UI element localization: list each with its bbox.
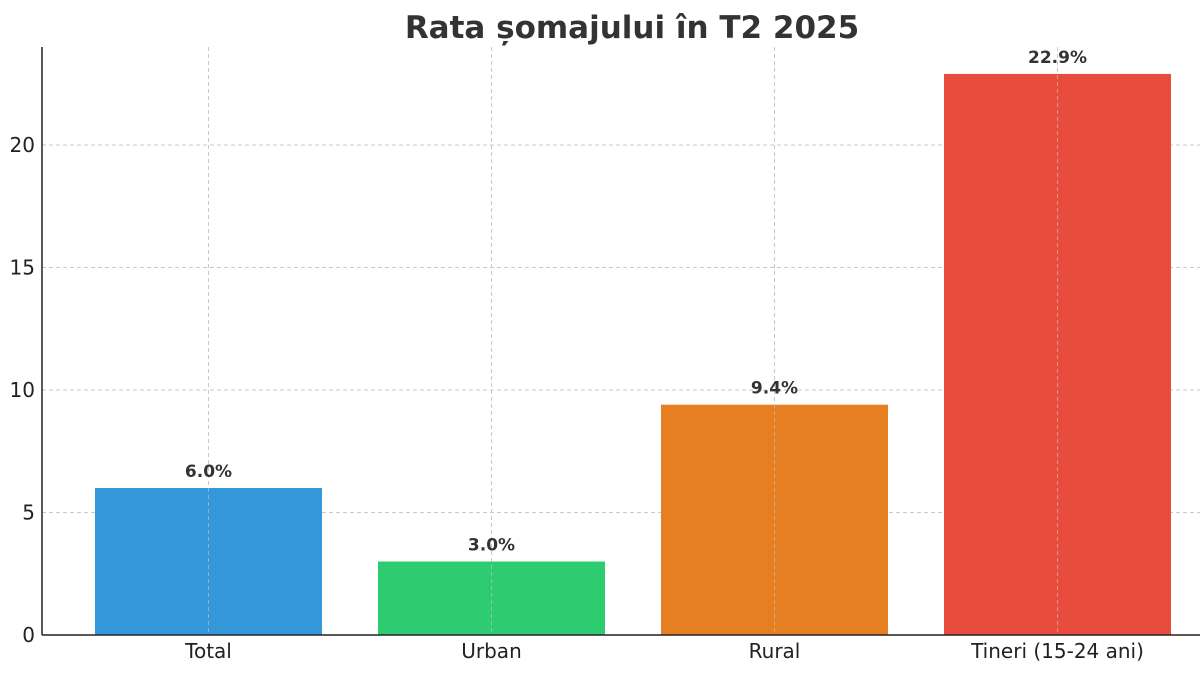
bar-value-label: 3.0% — [468, 536, 515, 556]
x-tick-label: Urban — [461, 639, 522, 663]
bar — [944, 73, 1171, 635]
bar-value-label: 6.0% — [185, 462, 232, 482]
bar-value-label: 22.9% — [1028, 48, 1087, 68]
y-tick-label: 0 — [22, 623, 35, 647]
y-tick-label: 15 — [10, 256, 35, 280]
chart-title: Rata șomajului în T2 2025 — [405, 10, 859, 46]
axes — [41, 47, 1200, 636]
y-tick-label: 10 — [10, 378, 35, 402]
bars — [95, 47, 1171, 635]
y-tick-label: 5 — [22, 501, 35, 525]
x-tick-label: Tineri (15-24 ani) — [970, 639, 1144, 663]
labels: 0 5 10 15 20 6.0% Total 3.0% Urban 9.4% Rural 22.9%… — [10, 48, 1144, 663]
bar-value-label: 9.4% — [751, 379, 798, 399]
x-tick-label: Rural — [749, 639, 801, 663]
y-tick-label: 20 — [10, 133, 35, 157]
x-tick-label: Total — [184, 639, 232, 663]
